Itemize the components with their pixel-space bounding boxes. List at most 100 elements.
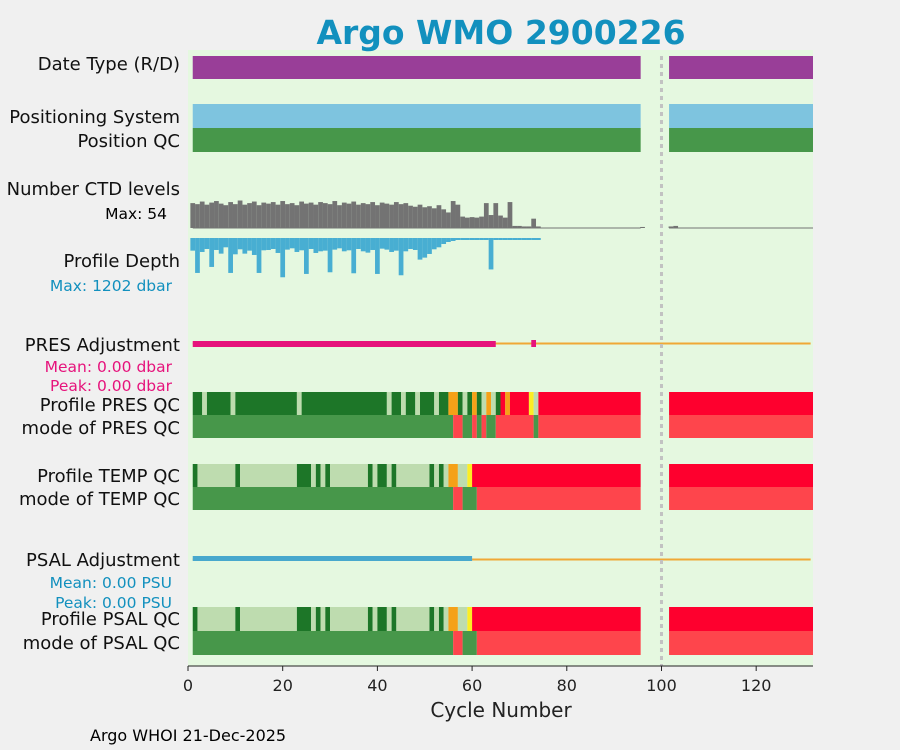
pres-qc-seg-31 — [669, 392, 813, 415]
depth-bar-12 — [242, 238, 248, 254]
ctd-bar-48 — [412, 206, 418, 228]
psal-qc-seg-8 — [325, 607, 331, 631]
x-tick-label-20: 20 — [273, 676, 293, 695]
depth-bar-26 — [308, 238, 314, 249]
pres-qc-seg-14 — [438, 392, 449, 415]
label-mode-psal-qc: mode of PSAL QC — [23, 633, 180, 654]
pres-qc-seg-25 — [500, 392, 506, 415]
psal-qc-seg-10 — [367, 607, 373, 631]
pres-qc-seg-20 — [476, 392, 482, 415]
temp-qc-seg-2 — [235, 464, 241, 487]
temp-mode-seg-0 — [192, 487, 454, 510]
ctd-bar-44 — [393, 202, 399, 228]
depth-bar-53 — [436, 238, 442, 248]
depth-bar-5 — [209, 238, 215, 267]
pres-qc-seg-13 — [434, 392, 439, 415]
depth-bar-2 — [195, 238, 200, 273]
ctd-bar-22 — [289, 203, 295, 228]
ctd-bar-21 — [285, 204, 290, 228]
temp-mode-seg-3 — [476, 487, 641, 510]
psal-qc-seg-11 — [372, 607, 378, 631]
depth-bar-66 — [498, 238, 503, 240]
depth-bar-71 — [521, 238, 527, 240]
depth-bar-22 — [289, 238, 295, 249]
ctd-bar-54 — [441, 209, 447, 228]
depth-bar-48 — [412, 238, 418, 250]
psal-qc-seg-6 — [315, 607, 321, 631]
ctd-bar-31 — [332, 201, 338, 228]
psal-qc-seg-14 — [391, 607, 397, 631]
footer-credit: Argo WHOI 21-Dec-2025 — [90, 726, 286, 745]
temp-qc-seg-0 — [192, 464, 198, 487]
depth-bar-30 — [327, 238, 333, 273]
temp-qc-seg-19 — [443, 464, 449, 487]
ctd-bar-68 — [507, 202, 513, 228]
depth-bar-18 — [270, 238, 276, 249]
pres-qc-seg-7 — [386, 392, 392, 415]
x-tick-label-100: 100 — [646, 676, 677, 695]
pres-qc-seg-16 — [457, 392, 463, 415]
psal-qc-seg-4 — [296, 607, 312, 631]
pres-mode-seg-8 — [533, 415, 539, 438]
ctd-bar-59 — [464, 217, 470, 228]
temp-qc-seg-20 — [448, 464, 458, 487]
ctd-bar-34 — [346, 203, 352, 228]
ctd-bar-20 — [280, 201, 286, 228]
chart-marks — [190, 56, 813, 655]
pres-qc-seg-0 — [192, 392, 203, 415]
ctd-bar-74 — [536, 226, 541, 228]
ctd-bar-23 — [294, 205, 300, 228]
label-mode-temp-qc: mode of TEMP QC — [19, 489, 180, 510]
ctd-bar-102 — [668, 226, 674, 228]
psal-mode-seg-1 — [453, 631, 463, 655]
pres-qc-seg-4 — [235, 392, 297, 415]
depth-bar-63 — [483, 238, 489, 240]
ctd-bar-63 — [483, 203, 489, 228]
temp-mode-seg-4 — [669, 487, 813, 510]
ctd-bar-42 — [384, 203, 390, 228]
x-tick-label-0: 0 — [183, 676, 193, 695]
ctd-bar-30 — [327, 204, 333, 228]
label-ctd-levels: Number CTD levels — [7, 179, 180, 200]
psal-mode-seg-2 — [462, 631, 477, 655]
psal-qc-seg-1 — [197, 607, 236, 631]
psal-qc-seg-9 — [330, 607, 368, 631]
ctd-bar-66 — [498, 215, 503, 228]
temp-qc-seg-5 — [311, 464, 316, 487]
pres-qc-seg-22 — [486, 392, 492, 415]
depth-bar-24 — [299, 238, 305, 251]
ctd-bar-47 — [408, 205, 413, 228]
temp-qc-seg-3 — [240, 464, 297, 487]
ctd-bar-55 — [446, 212, 451, 228]
label-ctd-max: Max: 54 — [105, 205, 167, 223]
temp-qc-seg-12 — [377, 464, 387, 487]
pres-qc-seg-1 — [202, 392, 207, 415]
depth-bar-8 — [223, 238, 229, 248]
depth-bar-7 — [218, 238, 224, 254]
ctd-bar-53 — [436, 205, 442, 228]
ctd-bar-19 — [275, 204, 281, 228]
pres-qc-seg-30 — [538, 392, 641, 415]
psal-qc-seg-3 — [240, 607, 297, 631]
x-tick-label-60: 60 — [462, 676, 482, 695]
pres-qc-seg-28 — [528, 392, 534, 415]
label-depth-max: Max: 1202 dbar — [50, 277, 173, 295]
ctd-bar-9 — [228, 202, 233, 228]
depth-bar-4 — [204, 238, 210, 249]
pres-qc-seg-17 — [462, 392, 468, 415]
ctd-bar-27 — [313, 204, 319, 228]
pres-mode-seg-1 — [453, 415, 463, 438]
ctd-bar-25 — [304, 203, 309, 228]
pres-qc-seg-24 — [495, 392, 501, 415]
ctd-bar-52 — [431, 208, 437, 228]
depth-bar-46 — [403, 238, 409, 252]
depth-bar-61 — [474, 238, 480, 240]
psal-qc-seg-2 — [235, 607, 241, 631]
positioning-bar-0 — [192, 104, 641, 128]
chart-title: Argo WMO 2900226 — [316, 13, 685, 52]
ctd-bar-10 — [232, 204, 238, 228]
label-profile-psal-qc: Profile PSAL QC — [41, 609, 180, 630]
ctd-bar-67 — [502, 217, 508, 228]
ctd-bar-32 — [337, 205, 342, 228]
